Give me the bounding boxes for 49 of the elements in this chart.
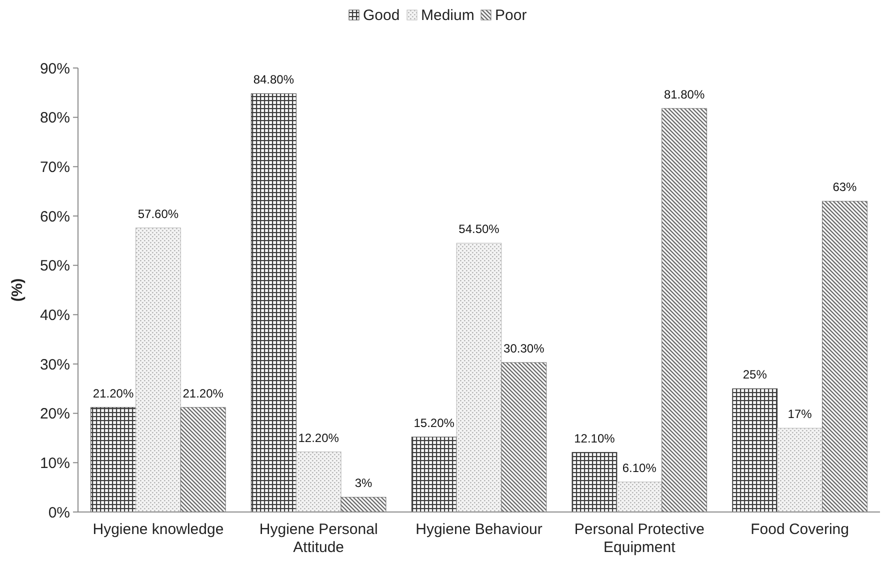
- y-tick-label: 90%: [40, 60, 70, 78]
- legend-label: Poor: [495, 7, 527, 24]
- data-label: 6.10%: [622, 460, 657, 475]
- data-label: 63%: [832, 180, 858, 194]
- data-label: 12.20%: [298, 430, 340, 445]
- data-label: 21.20%: [92, 386, 134, 400]
- data-label: 84.80%: [253, 72, 294, 87]
- bar: [90, 407, 136, 512]
- bar: [180, 407, 226, 512]
- bar: [250, 93, 296, 512]
- x-tick-label: Personal Protective Equipment: [574, 521, 704, 556]
- data-label: 21.20%: [182, 386, 224, 400]
- data-label: 57.60%: [138, 206, 179, 221]
- bar: [411, 436, 457, 512]
- y-tick-label: 30%: [40, 356, 70, 374]
- bar: [135, 228, 181, 512]
- data-label: 15.20%: [414, 416, 455, 430]
- x-tick-label: Hygiene Behaviour: [416, 521, 542, 538]
- y-tick-label: 80%: [40, 110, 70, 127]
- bar: [662, 108, 708, 512]
- y-tick-label: 40%: [40, 306, 70, 324]
- x-tick-label: Hygiene knowledge: [92, 521, 224, 538]
- data-label: 30.30%: [504, 342, 545, 356]
- bar: [340, 496, 386, 512]
- y-tick-label: 70%: [40, 158, 70, 176]
- bar: [822, 200, 868, 512]
- bar: [732, 388, 778, 512]
- data-label: 17%: [788, 407, 812, 422]
- bar: [572, 452, 618, 512]
- y-axis-title: (%): [9, 278, 26, 302]
- y-tick-label: 60%: [40, 208, 70, 226]
- legend-label: Good: [363, 7, 400, 24]
- data-label: 25%: [742, 368, 768, 382]
- bar: [777, 428, 823, 512]
- legend-label: Medium: [421, 7, 474, 24]
- bar: [616, 482, 662, 512]
- x-tick-label: Hygiene Personal Attitude: [259, 521, 378, 556]
- bar: [456, 242, 502, 512]
- bar: [501, 362, 547, 512]
- y-tick-label: 0%: [48, 504, 70, 522]
- data-label: 54.50%: [458, 222, 500, 236]
- y-tick-label: 50%: [40, 258, 70, 275]
- y-tick-label: 10%: [40, 454, 70, 472]
- bar: [296, 452, 342, 512]
- x-tick-label: Food Covering: [750, 521, 849, 538]
- data-label: 81.80%: [664, 87, 705, 102]
- data-label: 12.10%: [574, 431, 616, 446]
- y-tick-label: 20%: [40, 406, 70, 423]
- data-label: 3%: [354, 476, 373, 490]
